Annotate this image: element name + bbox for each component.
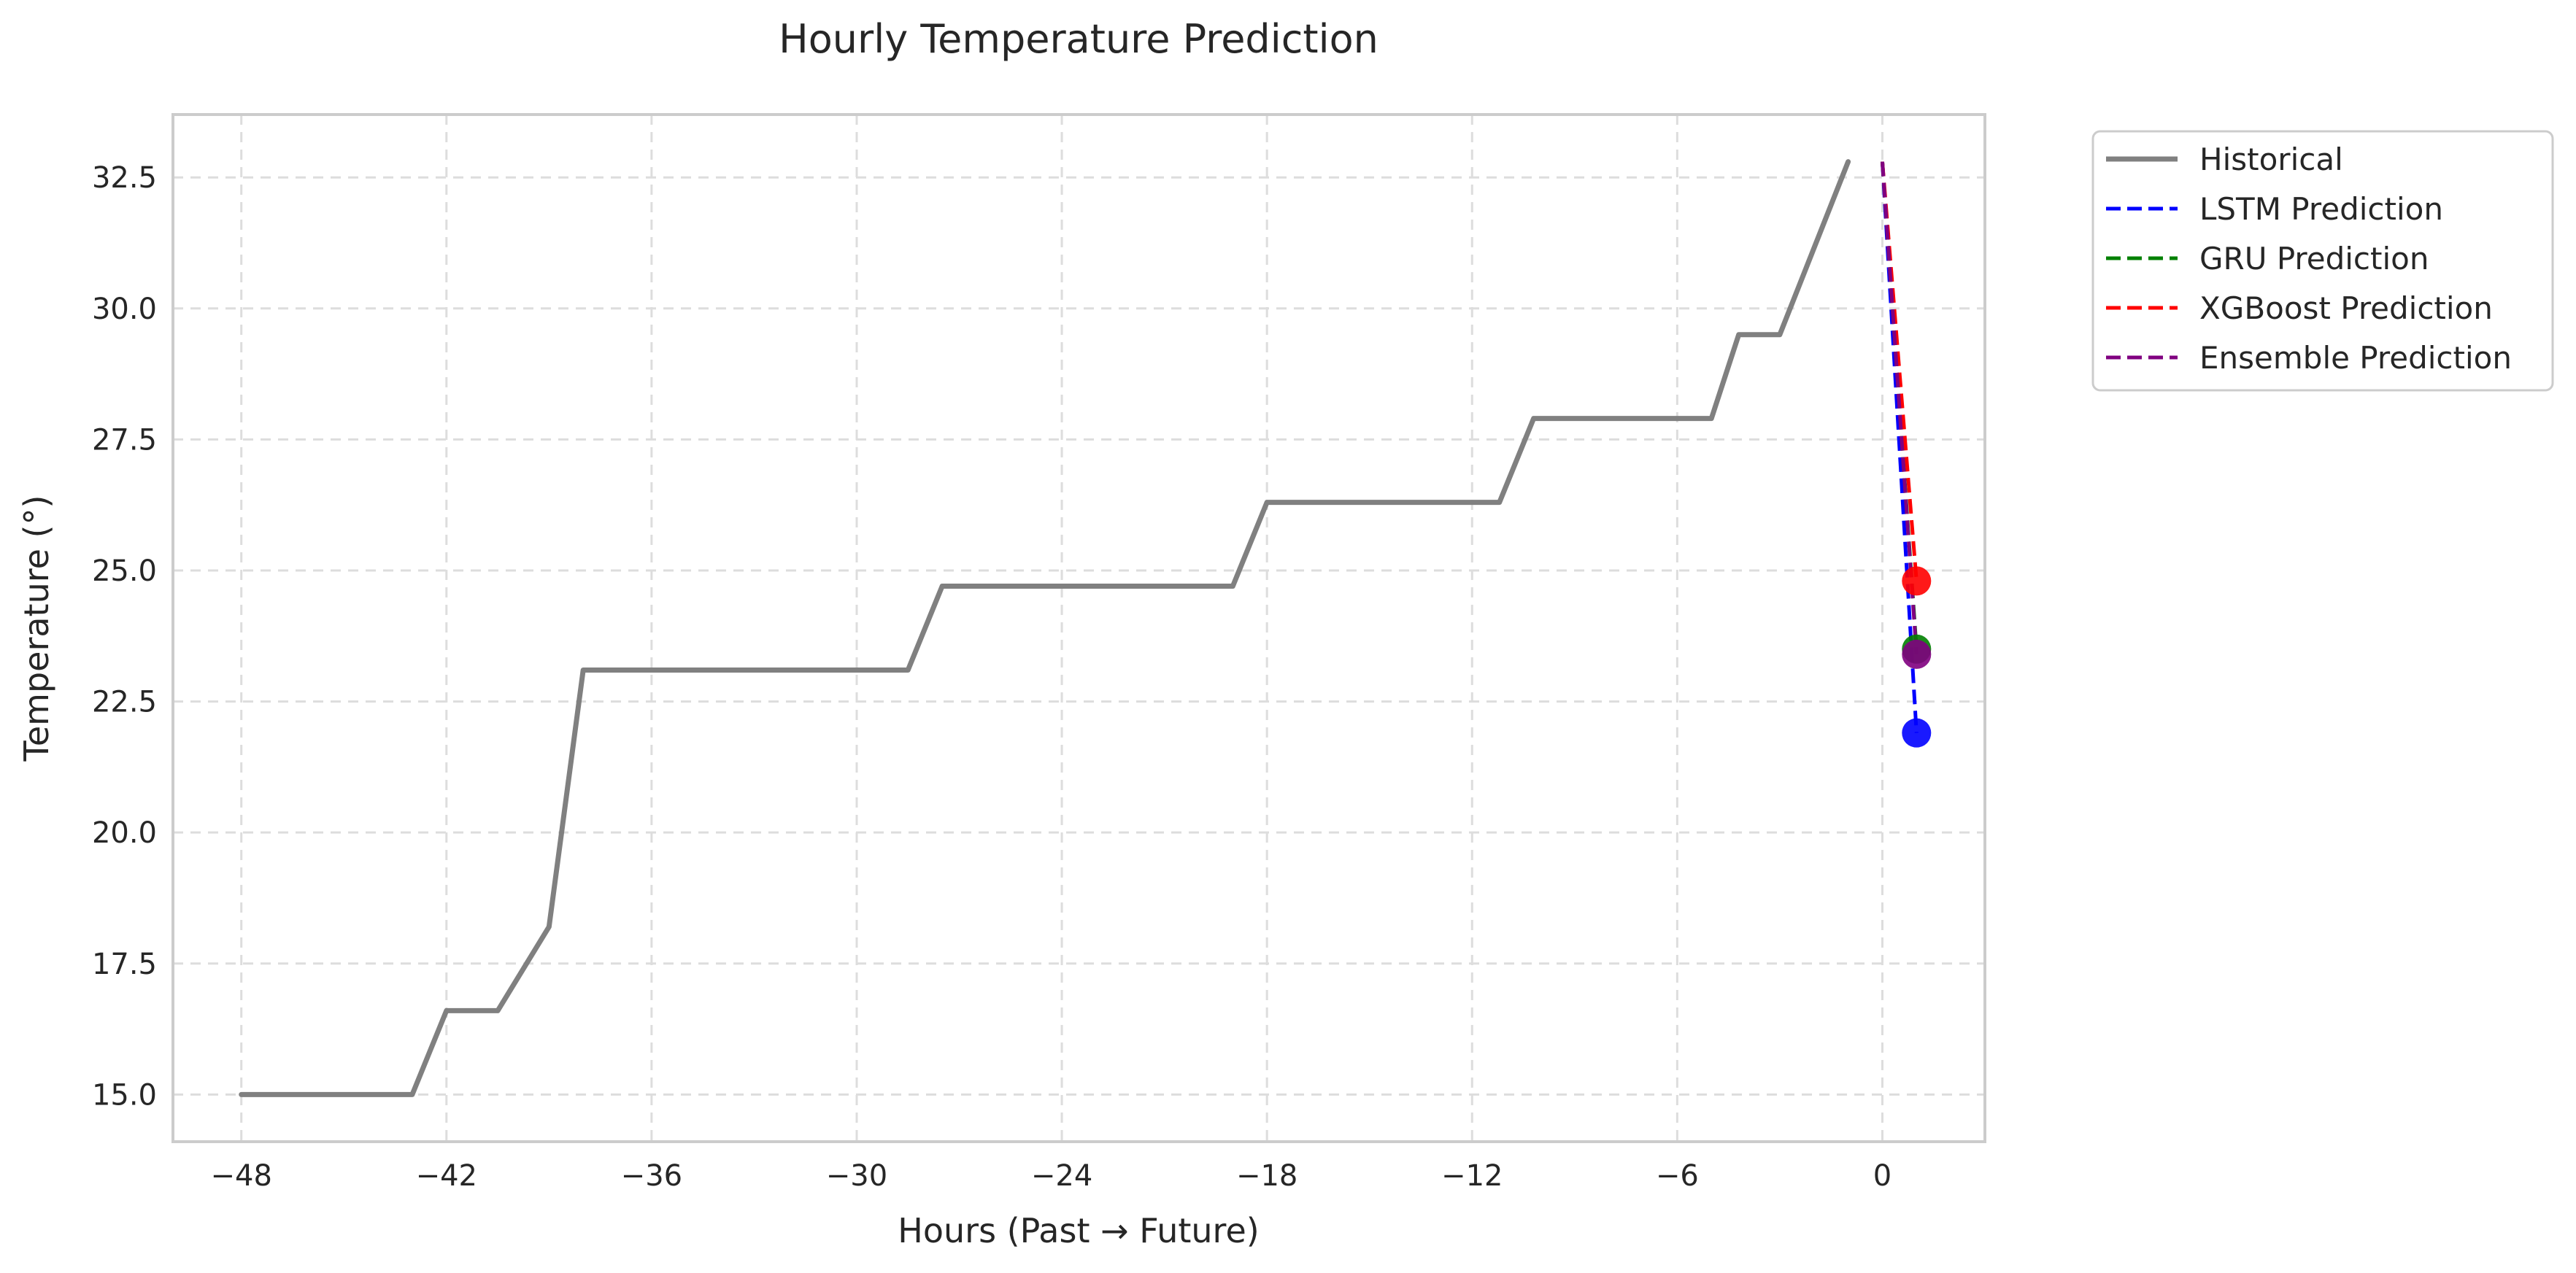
x-tick-label: −42 (416, 1159, 477, 1193)
y-axis-label: Temperature (°) (17, 495, 56, 762)
grid-lines (173, 115, 1985, 1142)
prediction-markers (1902, 566, 1932, 748)
legend-label-lstm-prediction: LSTM Prediction (2199, 191, 2443, 227)
x-tick-label: −12 (1441, 1159, 1503, 1193)
y-tick-label: 22.5 (92, 686, 157, 719)
y-tick-label: 27.5 (92, 423, 157, 457)
y-tick-label: 25.0 (92, 554, 157, 588)
y-tick-label: 32.5 (92, 161, 157, 195)
legend-box (2091, 130, 2554, 392)
y-axis-ticks: 15.0 17.5 20.0 22.5 25.0 27.5 30.0 32.5 (92, 161, 157, 1112)
y-tick-label: 20.0 (92, 816, 157, 850)
x-tick-label: −30 (826, 1159, 887, 1193)
y-tick-label: 17.5 (92, 948, 157, 981)
legend-items: Historical LSTM Prediction GRU Prediction X… (2106, 142, 2512, 376)
x-tick-label: −24 (1031, 1159, 1092, 1193)
legend-label-ensemble-prediction: Ensemble Prediction (2199, 340, 2512, 376)
series-line-xgboost-prediction (1880, 161, 1918, 581)
x-tick-label: −36 (621, 1159, 682, 1193)
y-tick-label: 30.0 (92, 293, 157, 326)
x-axis-label: Hours (Past → Future) (898, 1211, 1259, 1250)
legend: Historical LSTM Prediction GRU Prediction X… (2091, 130, 2554, 392)
plot-frame (171, 113, 1986, 1143)
x-tick-label: −18 (1236, 1159, 1297, 1193)
x-axis-ticks: −48 −42 −36 −30 −24 −18 −12 −6 0 (210, 1159, 1891, 1193)
chart-title: Hourly Temperature Prediction (779, 16, 1378, 62)
legend-label-gru-prediction: GRU Prediction (2199, 241, 2429, 276)
marker-lstm-prediction (1902, 718, 1932, 748)
legend-label-xgboost-prediction: XGBoost Prediction (2199, 290, 2493, 326)
series-lines (239, 159, 1918, 1097)
marker-xgboost-prediction (1902, 566, 1932, 596)
series-line-historical (239, 159, 1851, 1097)
x-tick-label: −48 (210, 1159, 271, 1193)
x-tick-label: 0 (1873, 1159, 1891, 1193)
y-tick-label: 15.0 (92, 1078, 157, 1112)
marker-ensemble-prediction (1902, 639, 1932, 669)
legend-label-historical: Historical (2199, 142, 2343, 177)
x-tick-label: −6 (1656, 1159, 1699, 1193)
